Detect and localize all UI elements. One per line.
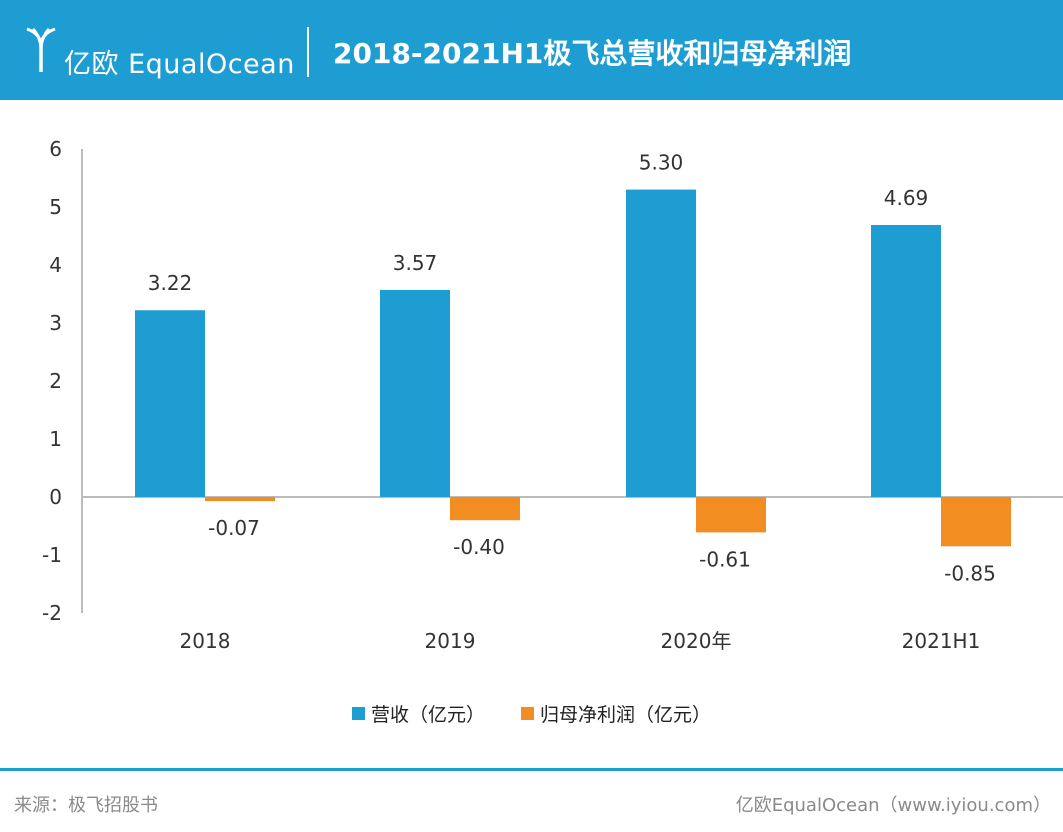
y-tick-label: 1 [49, 427, 62, 451]
x-tick-label: 2018 [180, 629, 231, 653]
source-note: 来源：极飞招股书 [14, 795, 158, 816]
legend-item-revenue: 营收（亿元） [351, 700, 485, 727]
y-tick-label: 6 [49, 137, 62, 161]
y-tick-label: -2 [42, 601, 62, 625]
chart-legend: 营收（亿元） 归母净利润（亿元） [0, 700, 1063, 727]
y-tick-label: 4 [49, 253, 62, 277]
credit-note: 亿欧EqualOcean（www.iyiou.com） [735, 795, 1051, 816]
revenue-data-label: 3.57 [393, 251, 438, 275]
net-profit-bar [205, 497, 275, 502]
revenue-data-label: 3.22 [148, 271, 193, 295]
y-tick-label: 3 [49, 311, 62, 335]
logo-text: 亿欧 EqualOcean [64, 49, 295, 80]
legend-label-net-profit: 归母净利润（亿元） [540, 704, 712, 726]
revenue-data-label: 4.69 [884, 186, 929, 210]
net-profit-bar [696, 497, 766, 533]
revenue-bar [135, 310, 205, 497]
footer-rule [0, 768, 1063, 771]
chart-title: 2018-2021H1极飞总营收和归母净利润 [333, 37, 852, 70]
revenue-data-label: 5.30 [639, 151, 684, 175]
revenue-bar [871, 224, 941, 498]
legend-swatch-net-profit [521, 707, 534, 720]
net-profit-data-label: -0.07 [208, 516, 260, 540]
y-tick-label: -1 [42, 543, 62, 567]
legend-swatch-revenue [351, 707, 365, 720]
net-profit-bar [941, 497, 1011, 547]
legend-label-revenue: 营收（亿元） [370, 704, 485, 726]
y-tick-label: 2 [49, 369, 62, 393]
net-profit-bar [450, 497, 520, 521]
revenue-bar [380, 289, 450, 497]
header-divider [307, 27, 309, 77]
equalocean-logo-icon [26, 27, 56, 72]
bar-chart: -2 -1 0 1 2 3 4 5 6 3.22 -0.07 2018 3.57 -0.40 2019 5.3… [42, 137, 1063, 653]
header-banner: 亿欧 EqualOcean 2018-2021H1极飞总营收和归母净利润 [0, 0, 1063, 100]
x-tick-label: 2021H1 [902, 629, 981, 653]
net-profit-data-label: -0.40 [453, 535, 505, 559]
y-tick-label: 0 [49, 485, 62, 509]
net-profit-data-label: -0.85 [944, 561, 996, 585]
net-profit-data-label: -0.61 [699, 547, 751, 571]
y-tick-label: 5 [49, 195, 62, 219]
x-tick-label: 2020年 [661, 629, 732, 653]
legend-item-net-profit: 归母净利润（亿元） [521, 700, 711, 727]
revenue-bar [626, 189, 696, 497]
x-tick-label: 2019 [425, 629, 476, 653]
